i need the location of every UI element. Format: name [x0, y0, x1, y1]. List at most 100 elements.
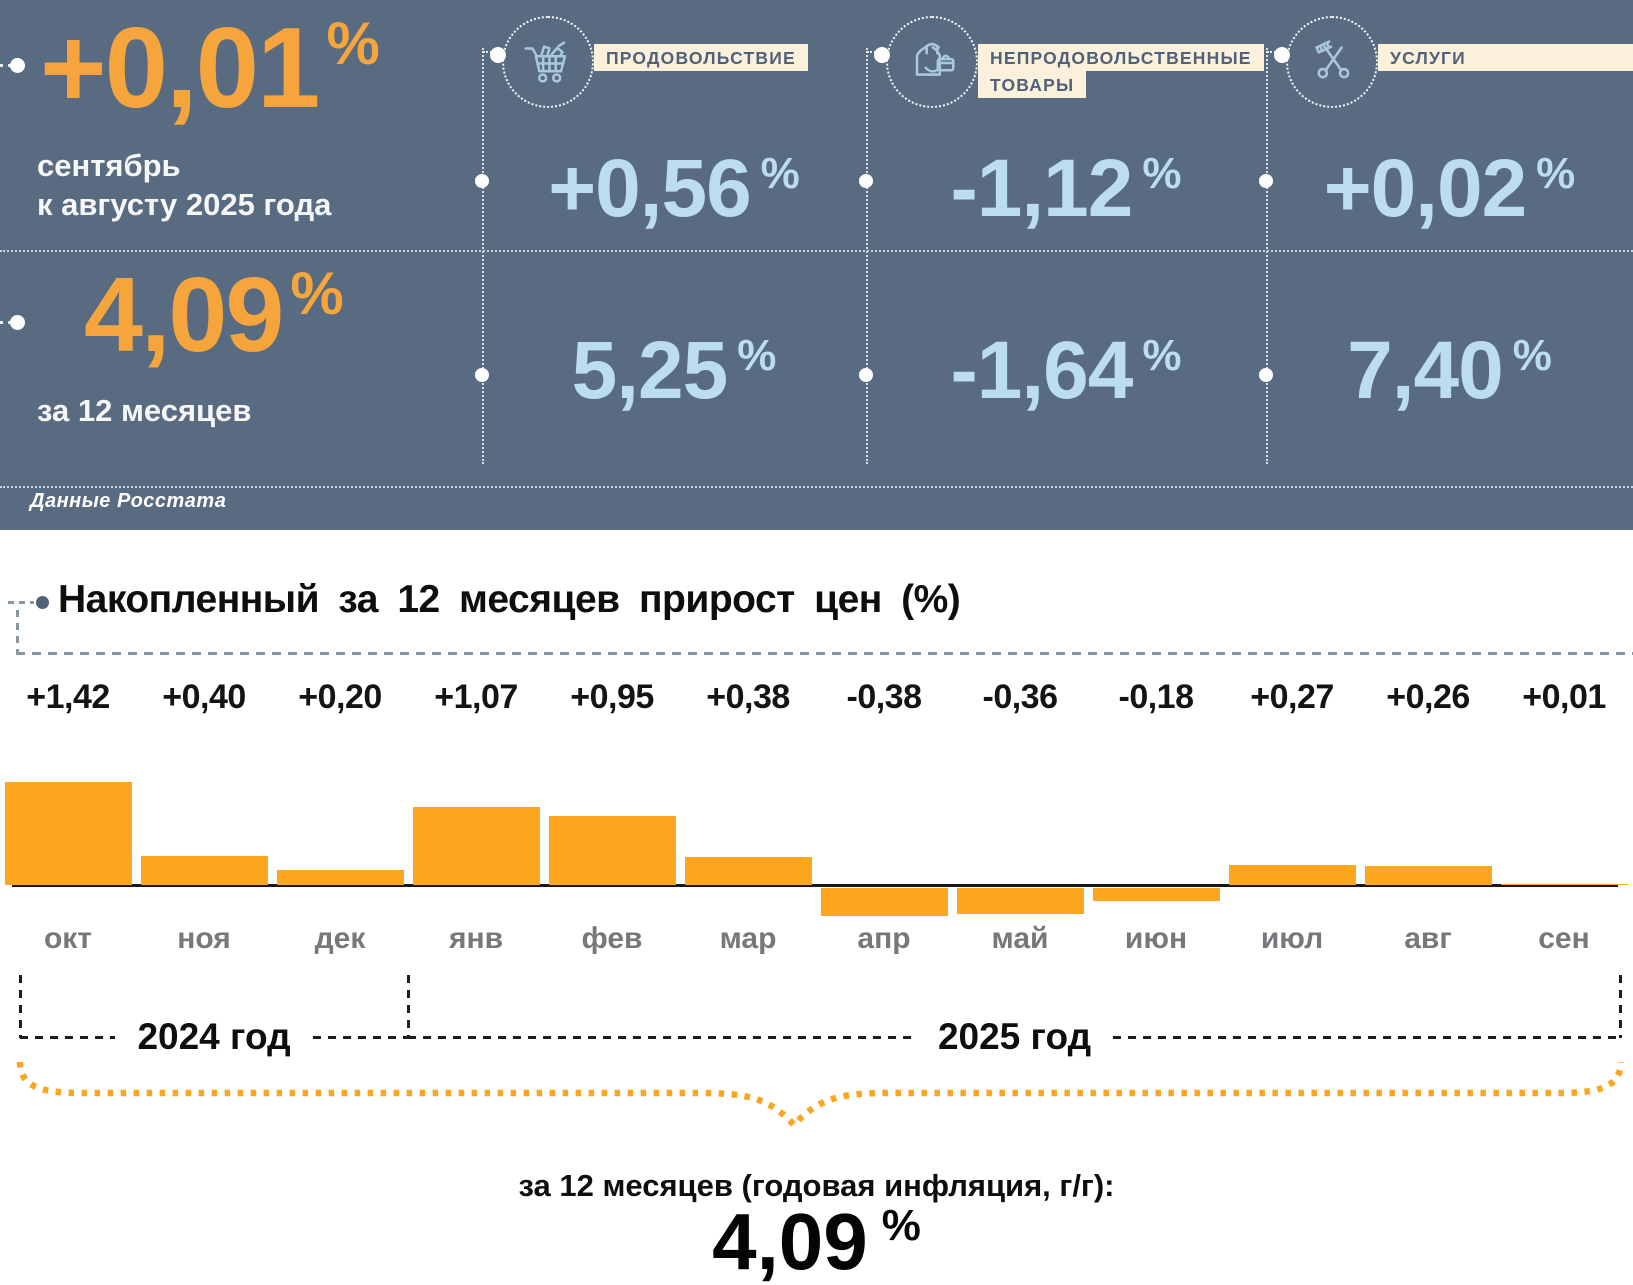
dotted-corner	[483, 51, 495, 53]
month-label-янв: янв	[448, 922, 504, 955]
percent-sign: %	[1142, 331, 1182, 380]
monthly-caption-line2: к августу 2025 года	[37, 187, 332, 222]
label-line: ТОВАРЫ	[978, 71, 1087, 98]
column-divider	[866, 48, 868, 464]
clothes-icon	[886, 16, 978, 108]
month-label-май: май	[991, 922, 1049, 955]
month-label-сен: сен	[1538, 922, 1590, 955]
dotted-trail	[0, 64, 11, 67]
monthly-caption: сентябрь к августу 2025 года	[37, 146, 331, 224]
connector-dot	[859, 368, 873, 382]
bar-value-label-авг: +0,26	[1386, 678, 1470, 716]
data-source-note: Данные Росстата	[30, 490, 227, 512]
bar-value-label-апр: -0,38	[846, 678, 923, 716]
inflation-bar-фев	[549, 816, 676, 885]
month-label-апр: апр	[857, 922, 911, 955]
category-food: ПРОДОВОЛЬСТВИЕ +0,56 % 5,25 %	[475, 0, 866, 530]
month-label-ноя: ноя	[177, 922, 231, 955]
bar-value-label-мар: +0,38	[706, 678, 790, 716]
monthly-inflation-value: +0,01 %	[40, 12, 380, 126]
month-label-июл: июл	[1260, 922, 1324, 955]
year-label-2024: 2024 год	[137, 1016, 291, 1057]
inflation-bar-окт	[5, 782, 132, 885]
title-bullet	[36, 596, 49, 609]
category-nonfood: НЕПРОДОВОЛЬСТВЕННЫЕ ТОВАРЫ -1,12 % -1,64…	[859, 0, 1266, 530]
inflation-bar-июл	[1229, 865, 1356, 885]
bar-value-label-окт: +1,42	[26, 678, 110, 716]
category-label-nonfood: НЕПРОДОВОЛЬСТВЕННЫЕ ТОВАРЫ	[978, 44, 1264, 98]
label-line: ПРОДОВОЛЬСТВИЕ	[594, 44, 808, 71]
category-label-food: ПРОДОВОЛЬСТВИЕ	[594, 44, 808, 71]
inflation-bar-ноя	[141, 856, 268, 885]
inflation-bar-апр	[821, 888, 948, 916]
nonfood-annual-value: -1,64 %	[866, 330, 1266, 412]
inflation-bar-июн	[1093, 888, 1220, 901]
percent-sign: %	[881, 1201, 921, 1250]
annual-number: 4,09	[84, 256, 284, 374]
percent-sign: %	[737, 331, 777, 380]
percent-sign: %	[1536, 149, 1576, 198]
bar-value-label-янв: +1,07	[434, 678, 518, 716]
bracket-dashes	[20, 1035, 116, 1039]
hero-panel: +0,01 % сентябрь к августу 2025 года 4,0…	[0, 0, 1633, 530]
inflation-bar-сен	[1501, 884, 1628, 885]
connector-dot	[10, 315, 25, 330]
percent-sign: %	[290, 260, 344, 327]
dashed-connector-vertical	[16, 610, 19, 654]
connector-dot	[475, 174, 489, 188]
dotted-trail	[0, 321, 11, 324]
value: -1,64	[950, 325, 1133, 416]
annual-inflation-footer-value: 4,09 %	[0, 1202, 1633, 1282]
month-label-фев: фев	[581, 922, 643, 955]
year-bracket-tick	[19, 975, 22, 1038]
hero-row-separator	[0, 250, 1633, 252]
category-services: УСЛУГИ +0,02 % 7,40 %	[1259, 0, 1633, 530]
hero-footer-separator	[0, 486, 1633, 488]
bar-value-label-май: -0,36	[982, 678, 1059, 716]
bar-value-label-сен: +0,01	[1522, 678, 1606, 716]
year-group-2024: 2024 год	[20, 1014, 408, 1060]
connector-dot	[1259, 174, 1273, 188]
percent-sign: %	[1142, 149, 1182, 198]
food-annual-value: 5,25 %	[482, 330, 866, 412]
inflation-bar-авг	[1365, 866, 1492, 885]
connector-dot	[10, 58, 25, 73]
year-bracket-tick	[1619, 975, 1622, 1038]
month-label-дек: дек	[314, 922, 366, 955]
cart-icon	[502, 16, 594, 108]
value: 7,40	[1347, 325, 1504, 416]
value: +0,56	[548, 143, 751, 234]
dashed-separator	[16, 652, 1633, 655]
inflation-bar-мар	[685, 857, 812, 885]
inflation-bar-янв	[413, 807, 540, 885]
value: +0,02	[1323, 143, 1527, 234]
bar-value-label-июл: +0,27	[1250, 678, 1334, 716]
year-group-2025: 2025 год	[408, 1014, 1621, 1060]
value: -1,12	[950, 143, 1133, 234]
monthly-caption-line1: сентябрь	[37, 148, 181, 183]
bar-value-label-июн: -0,18	[1118, 678, 1195, 716]
nonfood-monthly-value: -1,12 %	[866, 148, 1266, 230]
category-label-services: УСЛУГИ	[1378, 44, 1633, 71]
edge-connector-annual	[0, 315, 30, 331]
bracket-dashes	[1113, 1035, 1621, 1039]
label-line: НЕПРОДОВОЛЬСТВЕННЫЕ	[978, 44, 1264, 71]
column-divider	[1266, 48, 1268, 464]
bracket-dashes	[312, 1035, 408, 1039]
bracket-dashes	[408, 1035, 916, 1039]
month-label-июн: июн	[1124, 922, 1188, 955]
inflation-bar-дек	[277, 870, 404, 885]
month-label-мар: мар	[719, 922, 777, 955]
percent-sign: %	[326, 10, 380, 77]
edge-connector-monthly	[0, 58, 30, 74]
services-annual-value: 7,40 %	[1266, 330, 1633, 412]
annual-inflation-footer-label: за 12 месяцев (годовая инфляция, г/г):	[518, 1168, 1115, 1203]
label-line: УСЛУГИ	[1378, 44, 1633, 71]
chart-title: Накопленный за 12 месяцев прирост цен (%…	[58, 578, 961, 621]
percent-sign: %	[760, 149, 800, 198]
dotted-corner	[867, 51, 879, 53]
month-label-авг: авг	[1404, 922, 1452, 955]
percent-sign: %	[1512, 331, 1552, 380]
food-monthly-value: +0,56 %	[482, 148, 866, 230]
